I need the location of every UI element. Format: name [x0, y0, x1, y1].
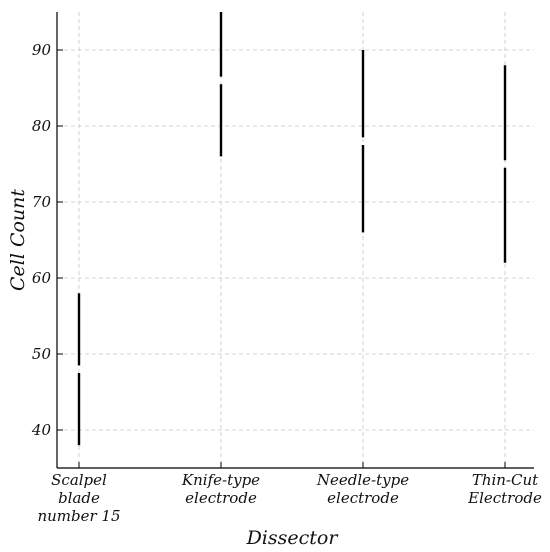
- x-tick-label-line: Electrode: [467, 489, 542, 507]
- y-tick-label: 40: [31, 421, 52, 439]
- x-tick-label-line: number 15: [37, 507, 120, 525]
- grid-layer: [57, 12, 534, 468]
- y-tick-label: 90: [32, 41, 52, 59]
- x-tick-label-line: Needle-type: [316, 471, 409, 489]
- y-tick-label: 70: [32, 193, 52, 211]
- x-tick-label: Knife-type electrode: [181, 471, 260, 507]
- x-tick-label-line: Knife-type: [181, 471, 260, 489]
- range-segments: [77, 12, 507, 446]
- x-tick-label-line: blade: [58, 489, 100, 507]
- y-tick-label: 50: [32, 345, 52, 363]
- y-tick-label: 60: [32, 269, 52, 287]
- x-tick-label: Thin-Cut Electrode: [467, 471, 542, 507]
- x-axis-title: Dissector: [246, 527, 340, 549]
- ticks-layer: 40 50 60 70 80 90 Scalpel blade number 15 Knife-t…: [31, 41, 542, 525]
- x-tick-label-line: Scalpel: [51, 471, 107, 489]
- x-tick-label-line: electrode: [327, 489, 399, 507]
- x-tick-label: Needle-type electrode: [316, 471, 409, 507]
- x-tick-label-line: Thin-Cut: [472, 471, 539, 489]
- y-tick-label: 80: [32, 117, 52, 135]
- x-tick-label: Scalpel blade number 15: [37, 471, 120, 525]
- x-tick-label-line: electrode: [185, 489, 257, 507]
- y-axis-title: Cell Count: [7, 189, 29, 291]
